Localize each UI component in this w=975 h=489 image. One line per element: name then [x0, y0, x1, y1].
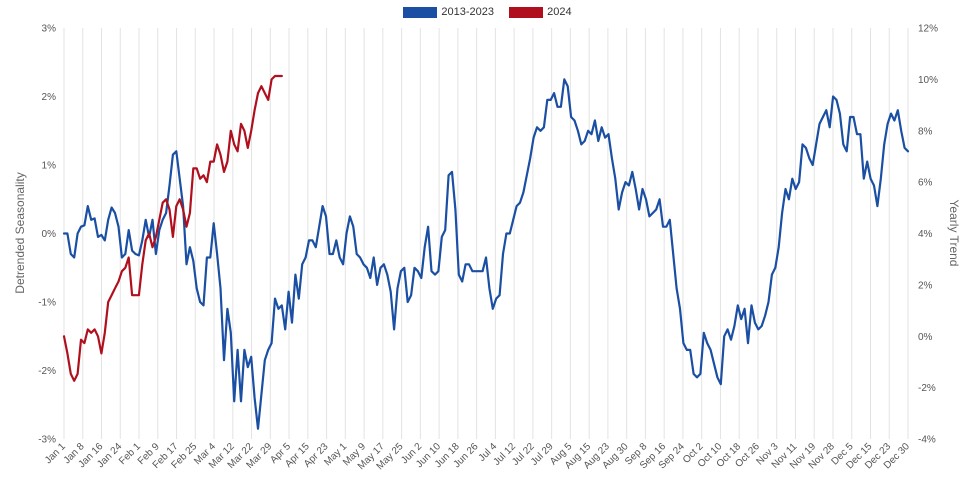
legend: 2013-2023 2024	[0, 6, 975, 18]
y-tick-label: -2%	[38, 366, 56, 377]
y2-tick-label: 12%	[918, 24, 938, 35]
legend-swatch-2013-2023	[403, 6, 438, 18]
series-line-2024	[62, 74, 283, 382]
y2-tick-label: 6%	[918, 178, 933, 189]
y2-tick-label: -2%	[918, 383, 936, 394]
y-tick-label: 3%	[42, 24, 57, 35]
y2-tick-label: 2%	[918, 280, 933, 291]
y2-tick-label: 4%	[918, 229, 933, 240]
y-tick-label: -3%	[38, 435, 56, 446]
y2-tick-label: -4%	[918, 435, 936, 446]
gridlines	[63, 28, 909, 439]
y2-tick-label: 10%	[918, 75, 938, 86]
y2-axis-title: Yearly Trend	[947, 200, 961, 267]
legend-item-2013-2023[interactable]: 2013-2023	[403, 6, 494, 18]
y2-tick-label: 8%	[918, 126, 933, 137]
legend-item-2024[interactable]: 2024	[509, 6, 572, 19]
y2-axis-ticks: 12% 10% 8% 6% 4% 2% 0% -2% -4%	[918, 24, 938, 446]
legend-label-2013-2023: 2013-2023	[441, 6, 495, 19]
y-tick-label: 0%	[42, 229, 57, 240]
legend-swatch-2024	[509, 6, 544, 18]
series-line-2013-2023	[62, 78, 910, 430]
series-lines	[62, 74, 910, 430]
y-axis-title: Detrended Seasonality	[13, 172, 27, 293]
legend-label-2024: 2024	[547, 6, 572, 19]
y2-tick-label: 0%	[918, 332, 933, 343]
y-tick-label: 2%	[42, 92, 57, 103]
y-axis-ticks: 3% 2% 1% 0% -1% -2% -3%	[38, 24, 56, 446]
y-tick-label: -1%	[38, 298, 56, 309]
y-tick-label: 1%	[42, 161, 57, 172]
